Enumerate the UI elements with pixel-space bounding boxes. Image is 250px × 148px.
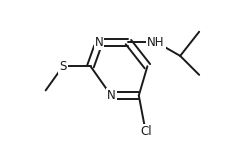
- Text: N: N: [107, 89, 116, 102]
- Text: N: N: [95, 36, 104, 49]
- Text: S: S: [59, 60, 66, 73]
- Text: NH: NH: [147, 36, 165, 49]
- Text: Cl: Cl: [140, 125, 151, 138]
